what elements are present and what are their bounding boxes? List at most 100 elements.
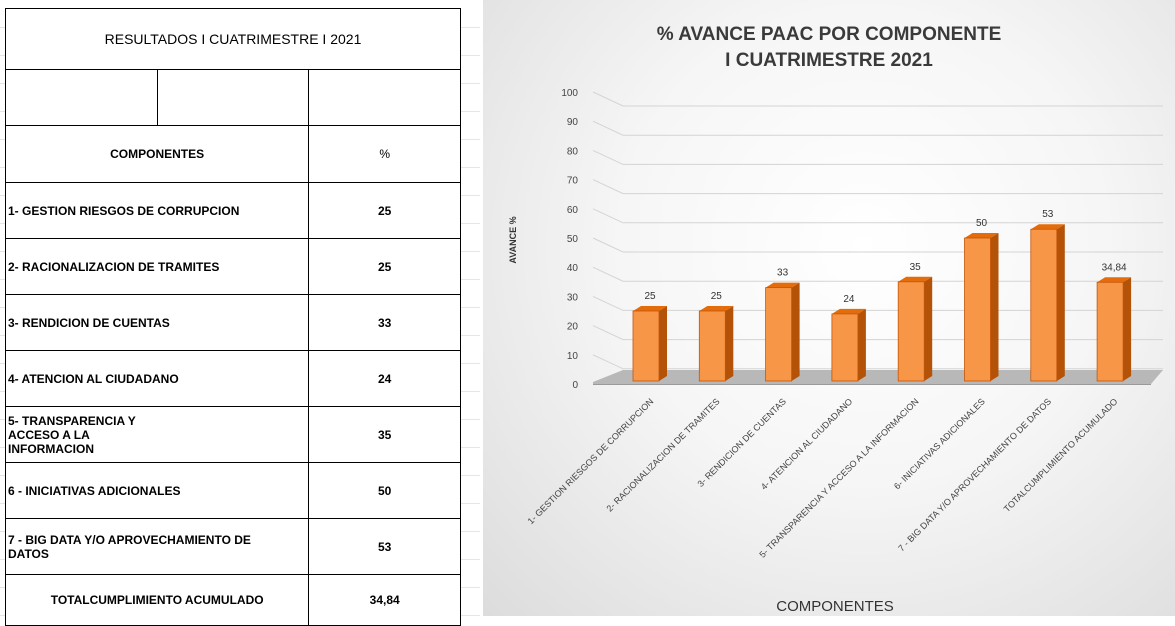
bar <box>964 237 991 382</box>
table-row: 7 - BIG DATA Y/O APROVECHAMIENTO DE DATO… <box>4 518 461 575</box>
row-label: 3- RENDICION DE CUENTAS <box>4 294 310 351</box>
bar-chart: 0 10 20 30 40 50 60 70 80 90 100 25 25 33 24 35 50 53 34,… <box>508 88 1163 615</box>
header-percent: % <box>308 125 461 183</box>
header-componentes: COMPONENTES <box>4 125 310 183</box>
data-labels: 25 25 33 24 35 50 53 34,84 <box>644 209 1127 305</box>
y-tick-label: 10 <box>567 351 579 362</box>
x-tick-label: 7 - BIG DATA Y/O APROVECHAMIENTO DE DATO… <box>896 396 1053 553</box>
gridline <box>592 295 1163 311</box>
y-tick-label: 40 <box>567 263 579 274</box>
row-value: 53 <box>308 518 461 575</box>
data-label: 35 <box>910 262 922 273</box>
bar <box>1030 228 1058 382</box>
row-label: 4- ATENCION AL CIUDADANO <box>4 350 310 407</box>
chart-title-line2: I CUATRIMESTRE 2021 <box>725 50 933 71</box>
table-row: 3- RENDICION DE CUENTAS 33 <box>4 294 461 351</box>
y-tick-label: 0 <box>572 380 578 391</box>
bar-top <box>699 306 734 311</box>
y-tick-label: 20 <box>567 322 579 333</box>
x-tick-label: 1- GESTION RIESGOS DE CORRUPCION <box>526 396 656 526</box>
table-row: 6 - INICIATIVAS ADICIONALES 50 <box>4 462 461 519</box>
data-label: 24 <box>843 294 855 305</box>
row-label: 1- GESTION RIESGOS DE CORRUPCION <box>4 182 310 239</box>
gridline <box>592 91 1163 107</box>
bar <box>765 287 793 382</box>
row-value: 50 <box>308 462 461 519</box>
gridline <box>592 120 1163 136</box>
row-value: 33 <box>308 294 461 351</box>
gridline <box>592 354 1163 370</box>
total-label: TOTALCUMPLIMIENTO ACUMULADO <box>4 574 310 626</box>
y-tick-label: 100 <box>561 88 578 99</box>
bar-top <box>1030 224 1065 230</box>
bar <box>1096 281 1124 382</box>
gridline <box>592 179 1163 195</box>
gridline <box>592 237 1163 253</box>
chart-title-line1: % AVANCE PAAC POR COMPONENTE <box>656 24 1002 45</box>
bar-side <box>857 308 866 381</box>
bar <box>698 310 726 382</box>
data-label: 53 <box>1042 209 1054 220</box>
row-value: 35 <box>308 406 461 463</box>
total-value: 34,84 <box>308 574 461 626</box>
data-label: 25 <box>644 291 656 302</box>
y-tick-label: 30 <box>567 292 579 303</box>
x-axis-label: COMPONENTES <box>776 598 894 615</box>
gridline <box>592 325 1163 341</box>
bars <box>632 224 1132 382</box>
y-tick-label: 90 <box>567 117 579 128</box>
gridlines <box>592 91 1163 370</box>
bar-side <box>990 233 999 381</box>
row-value: 25 <box>308 238 461 295</box>
row-value: 24 <box>308 350 461 407</box>
x-tick-label: 5- TRANSPARENCIA Y ACCESO A LA INFORMACI… <box>757 396 920 559</box>
bar-side <box>791 282 800 381</box>
bar <box>831 313 859 382</box>
bar-side <box>1056 224 1065 381</box>
data-label: 25 <box>711 291 723 302</box>
x-tick-label: TOTALCUMPLIMIENTO ACUMULADO <box>1002 396 1120 514</box>
bar-top <box>964 233 999 238</box>
bar-side <box>1123 277 1132 381</box>
table-row: 5- TRANSPARENCIA Y ACCESO A LA INFORMACI… <box>4 406 461 463</box>
chart-area: % AVANCE PAAC POR COMPONENTE I CUATRIMES… <box>483 0 1175 616</box>
table-title: RESULTADOS I CUATRIMESTRE I 2021 <box>5 8 461 70</box>
table-total-row: TOTALCUMPLIMIENTO ACUMULADO 34,84 <box>4 574 461 626</box>
chart-title: % AVANCE PAAC POR COMPONENTE I CUATRIMES… <box>483 22 1175 74</box>
bar-top <box>1097 277 1132 283</box>
gridline <box>592 208 1163 224</box>
y-axis-label: AVANCE % <box>508 216 518 263</box>
y-tick-label: 60 <box>567 205 579 216</box>
bar-side <box>725 306 734 381</box>
data-label: 34,84 <box>1102 262 1127 273</box>
table-row: 4- ATENCION AL CIUDADANO 24 <box>4 350 461 407</box>
row-label: 7 - BIG DATA Y/O APROVECHAMIENTO DE DATO… <box>4 518 310 575</box>
bar-top <box>765 282 800 288</box>
y-tick-label: 50 <box>567 234 579 245</box>
chart-floor <box>593 370 1163 385</box>
empty-cell <box>5 69 158 126</box>
floor-edge <box>593 384 1151 385</box>
row-value: 25 <box>308 182 461 239</box>
x-tick-label: 2- RACIONALIZACION DE TRAMITES <box>604 396 721 513</box>
y-tick-label: 80 <box>567 146 579 157</box>
floor <box>593 370 1163 384</box>
gridline <box>592 149 1163 165</box>
bar-side <box>924 276 933 381</box>
bar <box>897 281 925 382</box>
table-row: 2- RACIONALIZACION DE TRAMITES 25 <box>4 238 461 295</box>
empty-cell <box>308 69 461 126</box>
y-tick-label: 70 <box>567 176 579 187</box>
data-label: 50 <box>976 218 988 229</box>
empty-row <box>5 69 461 126</box>
row-label: 5- TRANSPARENCIA Y ACCESO A LA INFORMACI… <box>4 406 310 463</box>
gridline <box>592 266 1163 282</box>
table-header: COMPONENTES % <box>4 125 461 183</box>
bar <box>632 310 660 382</box>
y-axis-ticks: 0 10 20 30 40 50 60 70 80 90 100 <box>561 88 578 391</box>
bar-top <box>898 276 933 282</box>
results-table: RESULTADOS I CUATRIMESTRE I 2021 COMPONE… <box>4 8 461 626</box>
data-label: 33 <box>777 268 789 279</box>
row-label: 2- RACIONALIZACION DE TRAMITES <box>4 238 310 295</box>
